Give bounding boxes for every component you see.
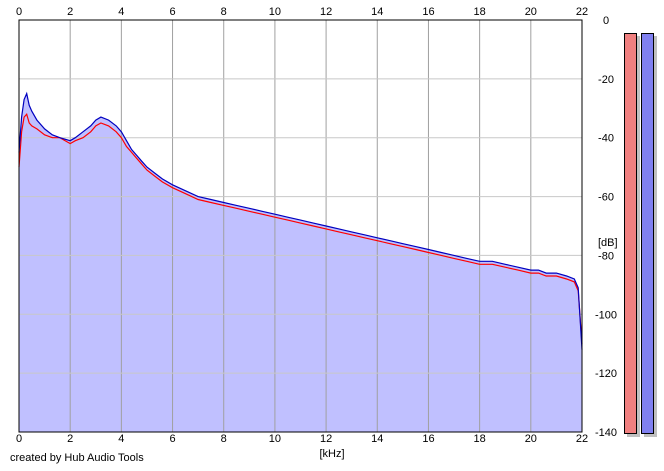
x-tick-label-bottom: 20	[525, 433, 537, 445]
credit-text: created by Hub Audio Tools	[10, 452, 144, 464]
x-tick-label-top: 14	[371, 6, 383, 18]
x-tick-label-top: 2	[67, 6, 73, 18]
level-meter-right	[641, 33, 654, 434]
x-tick-label-bottom: 0	[16, 433, 22, 445]
y-unit-label: [dB]	[598, 237, 618, 249]
x-tick-label-top: 10	[269, 6, 281, 18]
y-tick-label: -40	[598, 133, 614, 145]
x-tick-label-top: 12	[320, 6, 332, 18]
x-tick-label-top: 8	[221, 6, 227, 18]
x-tick-label-bottom: 6	[169, 433, 175, 445]
series-group	[18, 91, 583, 350]
x-tick-label-top: 22	[576, 6, 588, 18]
x-tick-label-top: 6	[169, 6, 175, 18]
series-line-1	[18, 91, 583, 350]
x-ticks-bottom: 0 2 4 6 8 10 12 14 16 18 20 22	[16, 433, 588, 445]
spectrum-fill-area	[19, 93, 582, 432]
x-tick-label-bottom: 4	[118, 433, 124, 445]
level-meter-left	[624, 33, 637, 434]
spectrum-fill	[19, 93, 582, 432]
x-tick-label-top: 16	[422, 6, 434, 18]
y-tick-label: -20	[598, 74, 614, 86]
x-tick-label-bottom: 14	[371, 433, 383, 445]
x-tick-label-bottom: 8	[221, 433, 227, 445]
x-tick-label-bottom: 12	[320, 433, 332, 445]
x-tick-label-bottom: 22	[576, 433, 588, 445]
x-tick-label-bottom: 18	[474, 433, 486, 445]
x-tick-label-bottom: 16	[422, 433, 434, 445]
x-ticks-top: 0 2 4 6 8 10 12 14 16 18 20 22	[16, 6, 588, 18]
x-tick-label-top: 0	[16, 6, 22, 18]
plot-frame	[18, 19, 583, 433]
series-line-0	[18, 112, 583, 344]
y-tick-label: -100	[595, 309, 617, 321]
x-unit-label: [kHz]	[319, 448, 344, 460]
x-tick-label-top: 18	[474, 6, 486, 18]
x-tick-label-bottom: 10	[269, 433, 281, 445]
x-tick-label-top: 20	[525, 6, 537, 18]
x-tick-label-top: 4	[118, 6, 124, 18]
y-tick-label: 0	[603, 15, 609, 27]
y-tick-label: -60	[598, 192, 614, 204]
x-tick-label-bottom: 2	[67, 433, 73, 445]
y-ticks: 0 -20 -40 -60 -80 -100 -120 -140	[595, 15, 617, 439]
y-tick-label: -80	[598, 250, 614, 262]
y-tick-label: -140	[595, 427, 617, 439]
y-tick-label: -120	[595, 368, 617, 380]
